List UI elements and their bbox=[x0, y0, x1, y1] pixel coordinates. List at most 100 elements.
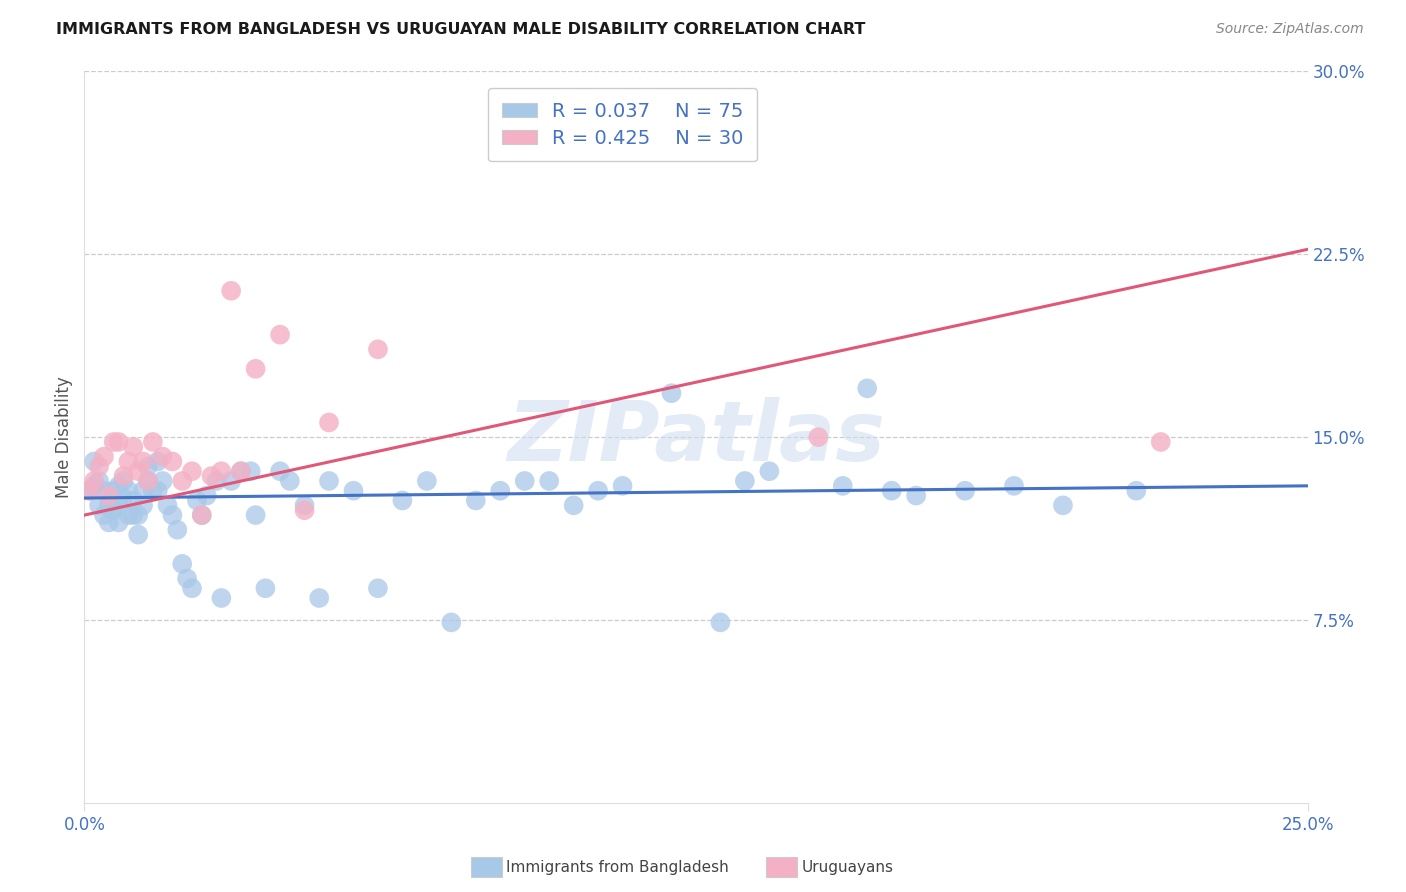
Point bbox=[562, 499, 585, 513]
Point bbox=[953, 483, 976, 498]
Point bbox=[318, 474, 340, 488]
Point bbox=[87, 474, 110, 488]
Text: Source: ZipAtlas.com: Source: ZipAtlas.com bbox=[1216, 22, 1364, 37]
Point bbox=[367, 581, 389, 595]
Point bbox=[87, 459, 110, 474]
Text: ZIPatlas: ZIPatlas bbox=[508, 397, 884, 477]
Point bbox=[117, 483, 139, 498]
Point bbox=[122, 493, 145, 508]
Point bbox=[200, 469, 222, 483]
Point bbox=[191, 508, 214, 522]
Point bbox=[127, 508, 149, 522]
Point bbox=[172, 557, 194, 571]
Point bbox=[103, 503, 125, 517]
Point bbox=[117, 454, 139, 468]
Point bbox=[146, 454, 169, 468]
Point bbox=[278, 474, 301, 488]
Point bbox=[127, 464, 149, 478]
Point bbox=[103, 483, 125, 498]
Point bbox=[132, 499, 155, 513]
Point bbox=[146, 483, 169, 498]
Point bbox=[112, 469, 135, 483]
Point bbox=[538, 474, 561, 488]
Point bbox=[254, 581, 277, 595]
Point bbox=[83, 454, 105, 468]
Point bbox=[132, 454, 155, 468]
Point bbox=[905, 489, 928, 503]
Point bbox=[87, 499, 110, 513]
Point bbox=[440, 615, 463, 630]
Point bbox=[97, 499, 120, 513]
Point bbox=[367, 343, 389, 357]
Point bbox=[709, 615, 731, 630]
Point bbox=[1002, 479, 1025, 493]
Point bbox=[734, 474, 756, 488]
Point bbox=[107, 434, 129, 449]
Point bbox=[152, 474, 174, 488]
Point bbox=[318, 416, 340, 430]
Point bbox=[77, 483, 100, 498]
Point bbox=[83, 479, 105, 493]
Point bbox=[156, 499, 179, 513]
Point bbox=[136, 474, 159, 488]
Point bbox=[136, 459, 159, 474]
Point bbox=[132, 483, 155, 498]
Point bbox=[93, 508, 115, 522]
Point bbox=[880, 483, 903, 498]
Point bbox=[152, 450, 174, 464]
Point bbox=[172, 474, 194, 488]
Point bbox=[391, 493, 413, 508]
Point bbox=[93, 450, 115, 464]
Text: IMMIGRANTS FROM BANGLADESH VS URUGUAYAN MALE DISABILITY CORRELATION CHART: IMMIGRANTS FROM BANGLADESH VS URUGUAYAN … bbox=[56, 22, 866, 37]
Point bbox=[229, 464, 252, 478]
Point bbox=[219, 284, 242, 298]
Point bbox=[489, 483, 512, 498]
Point bbox=[1052, 499, 1074, 513]
Point bbox=[181, 581, 204, 595]
Point bbox=[142, 434, 165, 449]
Point bbox=[294, 499, 316, 513]
Point bbox=[464, 493, 486, 508]
Point bbox=[176, 572, 198, 586]
Point bbox=[612, 479, 634, 493]
Point bbox=[97, 489, 120, 503]
Point bbox=[1125, 483, 1147, 498]
Point bbox=[103, 434, 125, 449]
Point bbox=[186, 493, 208, 508]
Point bbox=[342, 483, 364, 498]
Point bbox=[97, 516, 120, 530]
Point bbox=[308, 591, 330, 605]
Point bbox=[136, 474, 159, 488]
Point bbox=[122, 440, 145, 454]
Point bbox=[513, 474, 536, 488]
Point bbox=[245, 361, 267, 376]
Point bbox=[117, 508, 139, 522]
Point bbox=[416, 474, 439, 488]
Point bbox=[77, 483, 100, 498]
Point bbox=[239, 464, 262, 478]
Text: Immigrants from Bangladesh: Immigrants from Bangladesh bbox=[506, 860, 728, 874]
Point bbox=[83, 474, 105, 488]
Point bbox=[229, 464, 252, 478]
Point bbox=[209, 464, 232, 478]
Point bbox=[856, 381, 879, 395]
Point bbox=[107, 479, 129, 493]
Text: Uruguayans: Uruguayans bbox=[801, 860, 893, 874]
Point bbox=[269, 464, 291, 478]
Point bbox=[219, 474, 242, 488]
Point bbox=[162, 454, 184, 468]
Point bbox=[122, 508, 145, 522]
Point bbox=[758, 464, 780, 478]
Point bbox=[245, 508, 267, 522]
Point bbox=[205, 474, 228, 488]
Point bbox=[195, 489, 218, 503]
Point bbox=[127, 527, 149, 541]
Point bbox=[166, 523, 188, 537]
Point bbox=[831, 479, 853, 493]
Point bbox=[107, 516, 129, 530]
Legend: R = 0.037    N = 75, R = 0.425    N = 30: R = 0.037 N = 75, R = 0.425 N = 30 bbox=[488, 88, 758, 161]
Point bbox=[294, 503, 316, 517]
Point bbox=[93, 483, 115, 498]
Point bbox=[661, 386, 683, 401]
Point bbox=[181, 464, 204, 478]
